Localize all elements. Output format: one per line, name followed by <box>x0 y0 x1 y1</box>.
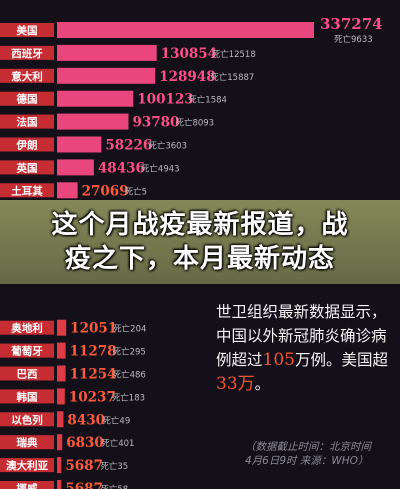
headline-line-1: 这个月战疫最新报道，战 <box>51 210 349 240</box>
deaths-label: 死亡9633 <box>334 34 373 45</box>
deaths-label: 死亡204 <box>113 324 146 335</box>
category-label-bg <box>0 320 54 335</box>
deaths-label: 死亡58 <box>100 484 128 489</box>
value-label: 5687 <box>65 481 103 489</box>
value-label: 100123 <box>137 92 193 108</box>
value-label: 8430 <box>67 412 105 428</box>
category-label-bg <box>0 458 54 473</box>
headline-line-2: 疫之下，本月最新动态 <box>64 244 335 274</box>
category-label-bg <box>0 412 54 427</box>
bar <box>57 365 66 382</box>
note-text-3: 。 <box>254 375 271 393</box>
note-number-2: 33万 <box>216 374 255 394</box>
bar <box>57 434 63 451</box>
deaths-label: 死亡4943 <box>141 163 180 174</box>
value-label: 11254 <box>70 367 117 383</box>
value-label: 130854 <box>161 46 217 62</box>
value-label: 10237 <box>69 389 116 405</box>
bar <box>57 480 62 489</box>
category-label-bg <box>0 23 54 37</box>
category-label: 葡萄牙 <box>10 345 43 358</box>
value-label: 27069 <box>82 183 129 199</box>
value-label: 93780 <box>132 115 179 131</box>
category-label-bg <box>0 183 54 198</box>
deaths-label: 死亡15887 <box>210 72 254 83</box>
deaths-label: 死亡183 <box>112 392 145 403</box>
bar <box>57 159 94 176</box>
bar <box>57 457 62 474</box>
category-label: 巴西 <box>17 369 38 381</box>
category-label-bg <box>0 91 54 106</box>
value-label: 58226 <box>105 138 152 154</box>
headline-banner: 这个月战疫最新报道，战 疫之下，本月最新动态 <box>0 200 400 284</box>
category-label: 瑞典 <box>17 436 38 449</box>
value-label: 48436 <box>98 160 145 176</box>
category-label: 西班牙 <box>11 47 43 60</box>
value-label: 6830 <box>66 435 104 451</box>
value-label: 5687 <box>65 458 103 474</box>
category-label-bg <box>0 343 54 358</box>
category-label-bg <box>0 45 54 60</box>
deaths-label: 死亡295 <box>113 347 146 358</box>
category-label: 法国 <box>17 116 38 129</box>
deaths-label: 死亡1584 <box>188 95 227 106</box>
category-label-bg <box>0 389 54 404</box>
bar <box>57 182 78 199</box>
bar <box>57 342 66 359</box>
value-label: 337274 <box>320 15 383 33</box>
deaths-label: 死亡35 <box>100 461 128 472</box>
category-label: 意大利 <box>11 70 43 83</box>
note-text-2: 万例。美国超 <box>294 351 388 369</box>
bar <box>57 113 129 130</box>
category-label: 澳大利亚 <box>6 459 48 472</box>
bar <box>57 44 157 61</box>
deaths-label: 死亡12518 <box>212 49 256 60</box>
category-label: 美国 <box>17 24 38 37</box>
bar <box>57 411 64 428</box>
value-label: 11278 <box>70 344 117 360</box>
category-label-bg <box>0 160 54 175</box>
summary-note: 世卫组织最新数据显示，中国以外新冠肺炎确诊病例超过105万例。美国超 33万。 <box>216 300 391 396</box>
deaths-label: 死亡49 <box>102 415 130 426</box>
category-label-bg <box>0 366 54 381</box>
bar <box>57 388 65 405</box>
category-label: 韩国 <box>17 390 38 403</box>
deaths-label: 死亡401 <box>101 438 134 449</box>
deaths-label: 死亡486 <box>113 370 146 381</box>
category-label: 奥地利 <box>11 322 43 335</box>
source-line-1: （数据截止时间：北京时间 <box>245 441 371 453</box>
bar <box>57 319 67 336</box>
bar <box>57 22 314 38</box>
category-label: 挪威 <box>17 482 38 489</box>
bar <box>57 136 102 153</box>
category-label-bg <box>0 435 54 450</box>
value-label: 12051 <box>70 321 117 337</box>
bar <box>57 90 134 107</box>
category-label: 以色列 <box>11 413 43 426</box>
bar <box>57 67 156 84</box>
deaths-label: 死亡5 <box>125 186 147 197</box>
category-label: 伊朗 <box>16 139 38 152</box>
category-label-bg <box>0 137 54 152</box>
category-label: 英国 <box>16 161 38 174</box>
deaths-label: 死亡3603 <box>148 141 187 152</box>
note-number-1: 105 <box>262 350 295 370</box>
category-label: 德国 <box>16 93 38 106</box>
note-text-1: 世卫组织最新数据显示，中国以外新冠肺炎确诊病例超过 <box>216 303 387 369</box>
category-label-bg <box>0 481 54 489</box>
category-label-bg <box>0 68 54 83</box>
category-label: 土耳其 <box>11 184 43 197</box>
value-label: 128948 <box>159 69 215 85</box>
source-line-2: 4月6日9时 来源：WHO） <box>245 455 369 467</box>
deaths-label: 死亡8093 <box>175 118 214 129</box>
category-label-bg <box>0 114 54 129</box>
data-source: （数据截止时间：北京时间 4月6日9时 来源：WHO） <box>245 440 371 468</box>
